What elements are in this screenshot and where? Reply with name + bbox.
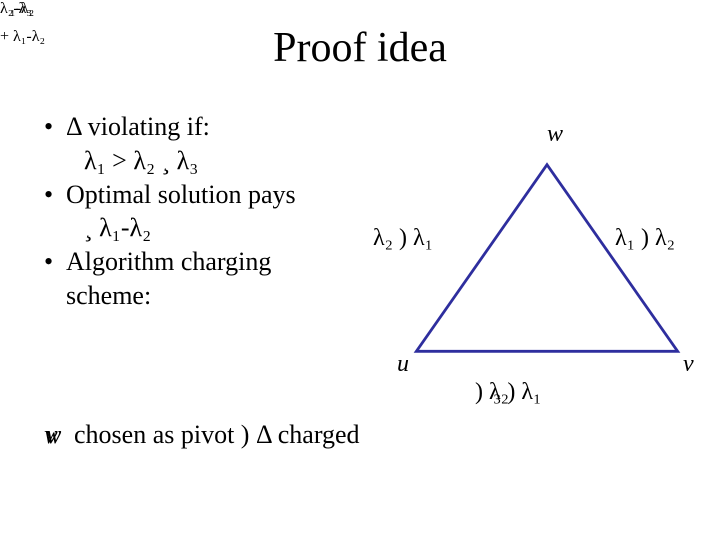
- bullet-2-sub: ¸ λ₁-λ₂: [84, 211, 364, 245]
- triangle-shape: [416, 165, 677, 352]
- edge-right-label: λ₁ ) λ₂: [615, 225, 675, 252]
- pivot-v: v: [46, 420, 58, 450]
- bullet-list: • Δ violating if: λ₁ > λ₂ ¸ λ₃ • Optimal…: [44, 110, 364, 313]
- bullet-dot: •: [44, 245, 66, 279]
- bullet-2-text: Optimal solution pays: [66, 178, 296, 212]
- bullet-1: • Δ violating if:: [44, 110, 364, 144]
- vertex-v-label: v: [683, 351, 694, 378]
- triangle-diagram: w u v λ₂ ) λ₁ λ₁ ) λ₂ ) λ₂ ₃ ) λ₁: [355, 115, 705, 405]
- bullet-3: • Algorithm charging: [44, 245, 364, 279]
- edge-bottom-label: ) λ₂ ₃ ) λ₁: [475, 359, 504, 386]
- triangle-svg: [407, 143, 687, 373]
- bullet-dot: •: [44, 178, 66, 212]
- bullet-3b-text: scheme:: [66, 279, 364, 313]
- edge-bottom-b: ₃ ) λ₁: [493, 379, 541, 406]
- conclusion-line: w v chosen as pivot ) Δ charged: [44, 420, 684, 450]
- rhs-top-b: ₁-λ₂: [10, 0, 34, 18]
- bullet-2: • Optimal solution pays: [44, 178, 364, 212]
- bullet-1-sub: λ₁ > λ₂ ¸ λ₃: [84, 144, 364, 178]
- bullet-1-text: Δ violating if:: [66, 110, 210, 144]
- conclusion-text: chosen as pivot ) Δ charged: [74, 420, 360, 450]
- bullet-dot: •: [44, 110, 66, 144]
- slide-title: Proof idea: [0, 24, 720, 72]
- edge-left-label: λ₂ ) λ₁: [373, 225, 433, 252]
- vertex-w-label: w: [547, 121, 563, 148]
- bullet-3a-text: Algorithm charging: [66, 245, 271, 279]
- slide: Proof idea • Δ violating if: λ₁ > λ₂ ¸ λ…: [0, 0, 720, 540]
- vertex-u-label: u: [397, 351, 409, 378]
